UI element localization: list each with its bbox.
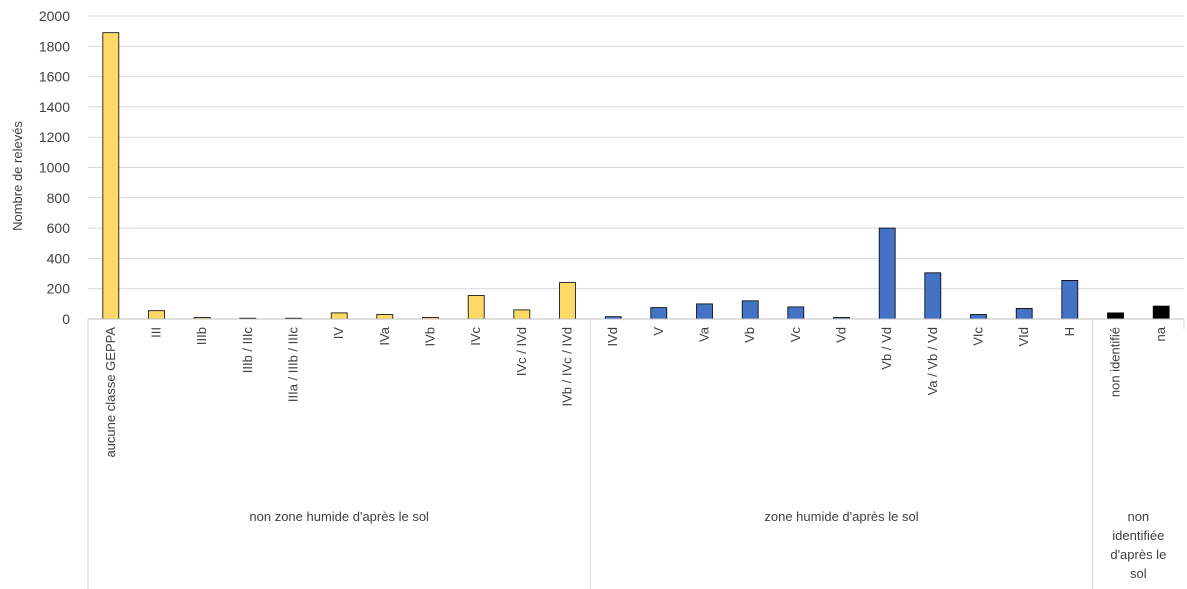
group-label: non <box>1127 509 1149 524</box>
group-label: sol <box>1130 566 1147 581</box>
category-label: Va / Vb / Vd <box>925 327 940 395</box>
category-label: IIIb <box>194 327 209 345</box>
category-label: Va <box>697 326 712 342</box>
bar <box>330 312 348 320</box>
y-tick-label: 0 <box>62 311 70 327</box>
y-tick-label: 1400 <box>39 99 70 115</box>
x-axis <box>87 318 1185 589</box>
category-label: IIIb / IIIc <box>240 327 255 374</box>
bar <box>924 272 942 320</box>
bar <box>650 307 668 320</box>
category-label: IVd <box>605 327 620 347</box>
bar <box>376 314 394 320</box>
bar <box>787 306 805 320</box>
category-label: IVb / IVc / IVd <box>560 327 575 406</box>
category-label: Vd <box>834 327 849 343</box>
category-label: Vb <box>742 327 757 343</box>
bar <box>1152 305 1170 320</box>
category-label: Vc <box>788 327 803 343</box>
y-tick-label: 400 <box>47 250 71 266</box>
category-label: III <box>149 327 164 338</box>
y-tick-label: 2000 <box>39 8 70 24</box>
category-label: IVb <box>423 327 438 347</box>
y-tick-label: 1200 <box>39 129 70 145</box>
y-tick-label: 200 <box>47 281 71 297</box>
bar <box>559 282 576 320</box>
category-label: IVa <box>377 326 392 345</box>
group-label: d'après le <box>1110 547 1166 562</box>
y-tick-label: 1000 <box>39 160 70 176</box>
bar <box>970 314 987 320</box>
group-label: zone humide d'après le sol <box>764 509 918 524</box>
y-tick-label: 1800 <box>39 38 70 54</box>
category-label: non identifié <box>1108 327 1123 397</box>
y-tick-label: 600 <box>47 220 71 236</box>
bar <box>1015 307 1033 320</box>
category-label: V <box>651 327 666 336</box>
bar <box>1061 279 1079 320</box>
bar <box>513 309 531 320</box>
category-label: IVc <box>468 327 483 346</box>
bar <box>741 300 759 320</box>
category-label: IV <box>331 327 346 340</box>
category-label: na <box>1153 326 1168 341</box>
y-axis-ticks: 0 200 400 600 800 1000 1200 1400 1600 1800 2000 <box>39 8 70 327</box>
bar <box>696 303 713 320</box>
category-label: Vb / Vd <box>879 327 894 370</box>
category-label: IIIa / IIIb / IIIc <box>286 327 301 403</box>
category-label: VId <box>1016 327 1031 347</box>
category-label: H <box>1062 327 1077 336</box>
gridlines <box>88 15 1184 290</box>
category-labels: aucune classe GEPPA III IIIb IIIb / IIIc III… <box>103 326 1168 457</box>
bar <box>102 32 120 320</box>
group-labels: non zone humide d'après le sol zone humid… <box>249 509 1166 581</box>
category-label: aucune classe GEPPA <box>103 327 118 458</box>
y-axis-title: Nombre de relevés <box>10 121 25 231</box>
bar <box>148 310 165 320</box>
category-label: IVc / IVd <box>514 327 529 376</box>
bar <box>467 295 485 320</box>
category-label: VIc <box>971 327 986 346</box>
bar <box>878 227 896 320</box>
group-label: identifiée <box>1112 528 1164 543</box>
bars <box>102 32 1170 320</box>
bar <box>1107 312 1124 320</box>
group-label: non zone humide d'après le sol <box>249 509 429 524</box>
y-tick-label: 800 <box>47 190 71 206</box>
y-tick-label: 1600 <box>39 69 70 85</box>
